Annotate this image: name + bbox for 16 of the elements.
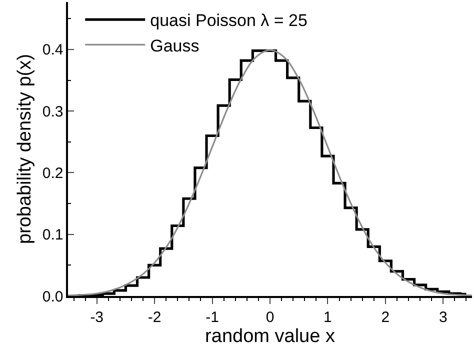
y-tick-label: 0.3: [42, 103, 64, 120]
x-axis-title: random value x: [205, 326, 336, 348]
y-tick-label: 0.1: [42, 226, 64, 244]
x-tick-label: 0: [266, 308, 274, 326]
y-tick-label: 0.0: [42, 288, 64, 306]
x-tick-label: 1: [324, 308, 332, 326]
legend-label: Gauss: [150, 36, 200, 56]
x-tick-label: 2: [381, 308, 390, 326]
y-tick-label: 0.4: [42, 42, 64, 59]
y-axis-title: probability density p(x): [14, 54, 36, 244]
x-tick-label: -1: [206, 308, 219, 326]
x-tick-label: -2: [148, 308, 162, 326]
x-tick-label: -3: [90, 308, 104, 326]
legend-label: quasi Poisson λ = 25: [150, 11, 308, 30]
y-tick-label: 0.2: [42, 164, 64, 182]
x-tick-label: 3: [438, 308, 448, 326]
